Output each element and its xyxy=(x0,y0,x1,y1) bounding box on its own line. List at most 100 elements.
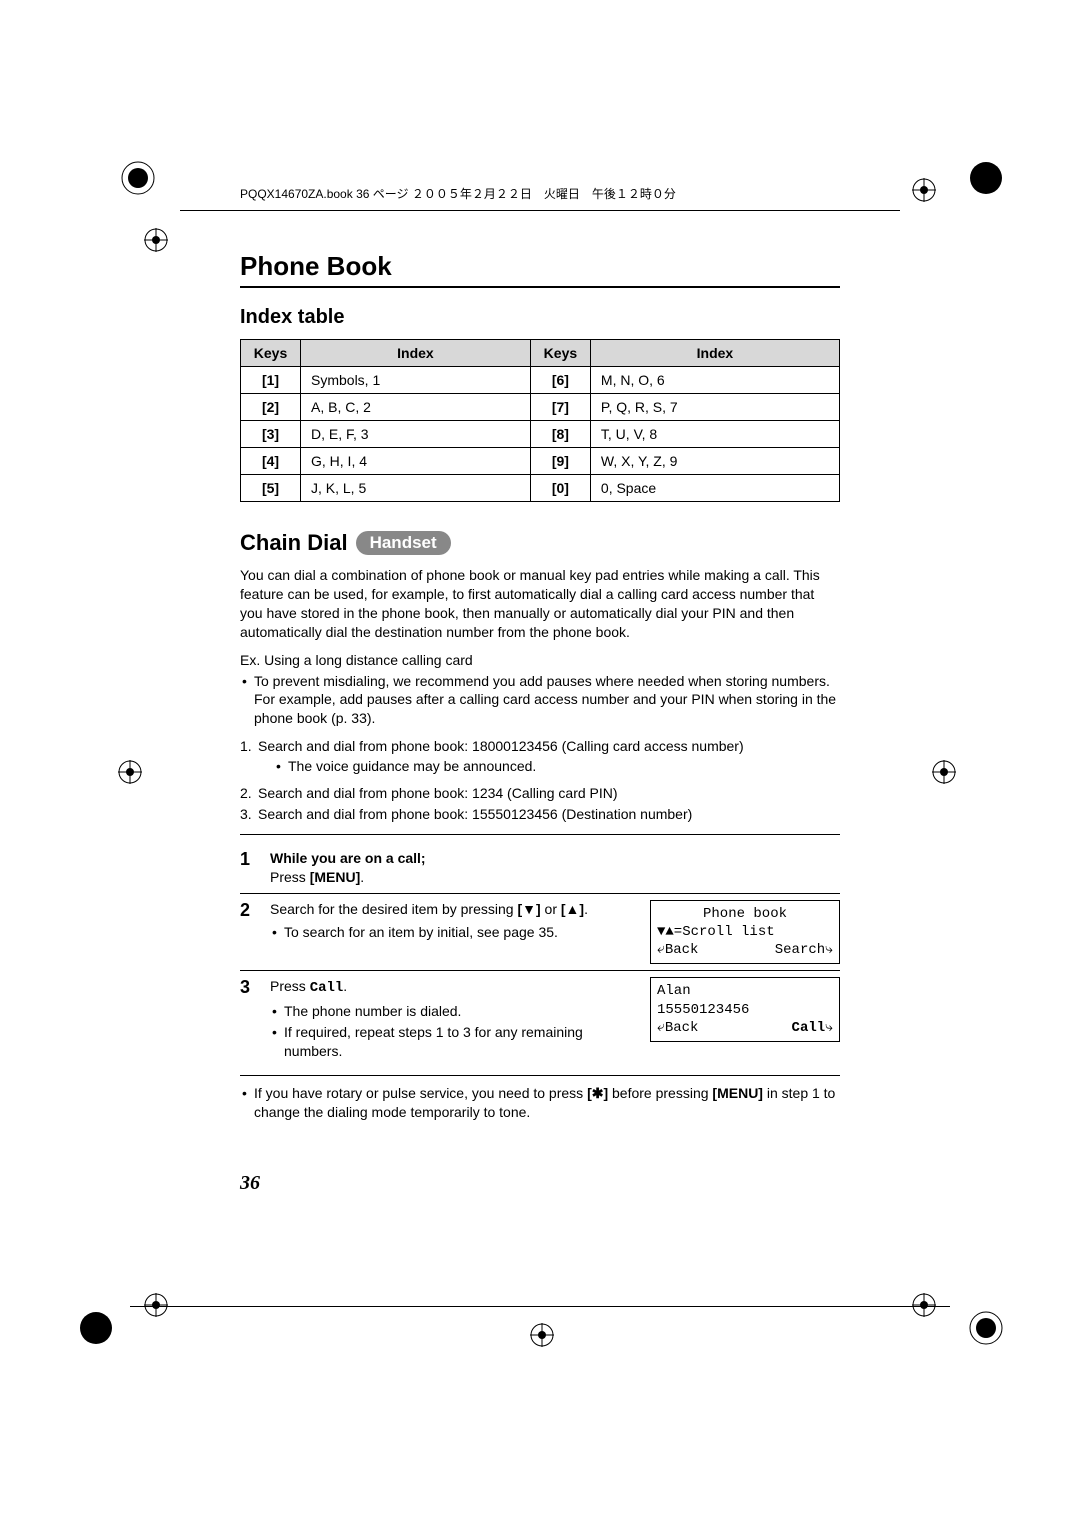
step-1-dot: . xyxy=(360,869,364,885)
table-cell: W, X, Y, Z, 9 xyxy=(590,448,839,475)
table-cell: [7] xyxy=(530,394,590,421)
lcd-screen-2: Alan 15550123456 ⤶Back Call⤷ xyxy=(650,977,840,1042)
page-content: PQQX14670ZA.book 36 ページ ２００５年２月２２日 火曜日 午… xyxy=(240,185,840,1195)
crosshair-se xyxy=(912,1293,936,1322)
crosshair-e xyxy=(932,760,956,789)
lcd1-back: ⤶Back xyxy=(657,941,698,959)
step-3-call: Call xyxy=(310,980,344,996)
regmark-top-left xyxy=(120,160,156,196)
table-cell: Symbols, 1 xyxy=(301,367,531,394)
step-2-key1: [▼] xyxy=(517,901,540,917)
th-keys-1: Keys xyxy=(241,340,301,367)
chain-dial-intro: You can dial a combination of phone book… xyxy=(240,566,840,642)
table-cell: T, U, V, 8 xyxy=(590,421,839,448)
table-row: [1]Symbols, 1[6]M, N, O, 6 xyxy=(241,367,840,394)
example-step-text: Search and dial from phone book: 1800012… xyxy=(258,738,744,754)
chain-dial-text: Chain Dial xyxy=(240,530,348,556)
regmark-bottom-right xyxy=(968,1310,1004,1346)
step-3-bullet2: If required, repeat steps 1 to 3 for any… xyxy=(270,1023,638,1061)
example-label: Ex. Using a long distance calling card xyxy=(240,652,840,668)
table-cell: [9] xyxy=(530,448,590,475)
section-title: Phone Book xyxy=(240,251,840,288)
regmark-top-right-2 xyxy=(912,178,936,202)
table-cell: A, B, C, 2 xyxy=(301,394,531,421)
example-step-num: 2. xyxy=(240,783,252,803)
lcd1-line3: ⤶Back Search⤷ xyxy=(657,941,833,959)
lcd2-line2: 15550123456 xyxy=(657,1001,833,1019)
footnote-prefix: If you have rotary or pulse service, you… xyxy=(254,1085,587,1101)
footnote: If you have rotary or pulse service, you… xyxy=(240,1076,840,1122)
step-2: 2 Search for the desired item by pressin… xyxy=(240,893,840,971)
table-cell: [0] xyxy=(530,475,590,502)
table-row: [2]A, B, C, 2[7]P, Q, R, S, 7 xyxy=(241,394,840,421)
table-cell: [5] xyxy=(241,475,301,502)
regmark-bottom-left xyxy=(78,1310,114,1346)
step-3: 3 Press Call. The phone number is dialed… xyxy=(240,970,840,1075)
example-step-num: 3. xyxy=(240,804,252,824)
bottom-crop-line xyxy=(130,1306,950,1307)
example-step: 3. Search and dial from phone book: 15550… xyxy=(240,804,840,824)
table-cell: [6] xyxy=(530,367,590,394)
lcd2-line3: ⤶Back Call⤷ xyxy=(657,1019,833,1037)
lcd2-arrow: ⤷ xyxy=(825,1020,833,1036)
footnote-menu: [MENU] xyxy=(712,1085,763,1101)
step-2-mid: or xyxy=(541,901,561,917)
top-crop-line xyxy=(180,210,900,211)
crosshair-s xyxy=(530,1323,554,1352)
example-note: To prevent misdialing, we recommend you … xyxy=(240,672,840,729)
step-3-suffix: . xyxy=(343,978,347,994)
step-3-bullet1: The phone number is dialed. xyxy=(270,1002,638,1021)
step-1-press: Press xyxy=(270,869,310,885)
step-2-screen-col: Phone book ▼▲=Scroll list ⤶Back Search⤷ xyxy=(650,900,840,965)
step-1-menu: [MENU] xyxy=(310,869,361,885)
step-1-text: While you are on a call; Press [MENU]. xyxy=(270,849,840,887)
lcd1-search: Search⤷ xyxy=(775,941,833,959)
table-cell: G, H, I, 4 xyxy=(301,448,531,475)
footnote-key: [✱] xyxy=(587,1085,608,1101)
example-step-num: 1. xyxy=(240,736,252,756)
table-cell: [8] xyxy=(530,421,590,448)
handset-badge: Handset xyxy=(356,531,451,555)
th-index-2: Index xyxy=(590,340,839,367)
example-step-sub: The voice guidance may be announced. xyxy=(274,757,840,776)
lcd2-line1: Alan xyxy=(657,982,833,1000)
table-cell: M, N, O, 6 xyxy=(590,367,839,394)
step-2-text: Search for the desired item by pressing … xyxy=(270,900,638,965)
th-keys-2: Keys xyxy=(530,340,590,367)
table-cell: [2] xyxy=(241,394,301,421)
step-3-screen-col: Alan 15550123456 ⤶Back Call⤷ xyxy=(650,977,840,1069)
table-cell: P, Q, R, S, 7 xyxy=(590,394,839,421)
step-2-bullet: To search for an item by initial, see pa… xyxy=(270,923,638,942)
step-3-num: 3 xyxy=(240,977,258,1069)
table-cell: 0, Space xyxy=(590,475,839,502)
th-index-1: Index xyxy=(301,340,531,367)
table-cell: [3] xyxy=(241,421,301,448)
table-cell: J, K, L, 5 xyxy=(301,475,531,502)
crosshair-sw xyxy=(144,1293,168,1322)
crosshair-w xyxy=(118,760,142,789)
lcd2-right: Call⤷ xyxy=(792,1019,833,1037)
printer-header: PQQX14670ZA.book 36 ページ ２００５年２月２２日 火曜日 午… xyxy=(240,185,840,202)
step-1-num: 1 xyxy=(240,849,258,887)
regmark-top-right xyxy=(968,160,1004,196)
step-2-prefix: Search for the desired item by pressing xyxy=(270,901,517,917)
step-3-text: Press Call. The phone number is dialed. … xyxy=(270,977,638,1069)
step-2-num: 2 xyxy=(240,900,258,965)
footnote-mid: before pressing xyxy=(608,1085,712,1101)
lcd2-back: ⤶Back xyxy=(657,1019,698,1037)
chain-dial-heading: Chain Dial Handset xyxy=(240,530,840,556)
step-3-prefix: Press xyxy=(270,978,310,994)
example-steps: 1. Search and dial from phone book: 18000… xyxy=(240,736,840,824)
example-step-text: Search and dial from phone book: 1555012… xyxy=(258,806,692,822)
example-step: 1. Search and dial from phone book: 18000… xyxy=(240,736,840,775)
step-1: 1 While you are on a call; Press [MENU]. xyxy=(240,843,840,893)
table-cell: D, E, F, 3 xyxy=(301,421,531,448)
table-cell: [1] xyxy=(241,367,301,394)
page-number: 36 xyxy=(240,1172,840,1195)
lcd-screen-1: Phone book ▼▲=Scroll list ⤶Back Search⤷ xyxy=(650,900,840,965)
lcd1-line1: Phone book xyxy=(657,905,833,923)
lcd1-line2: ▼▲=Scroll list xyxy=(657,923,833,941)
example-note-list: To prevent misdialing, we recommend you … xyxy=(240,672,840,729)
index-table-title: Index table xyxy=(240,306,840,329)
lcd2-call-bold: Call xyxy=(792,1020,826,1036)
